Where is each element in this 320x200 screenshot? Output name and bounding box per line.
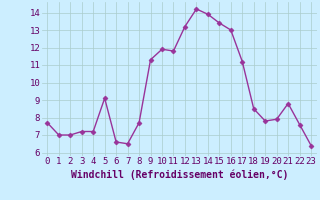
X-axis label: Windchill (Refroidissement éolien,°C): Windchill (Refroidissement éolien,°C): [70, 169, 288, 180]
